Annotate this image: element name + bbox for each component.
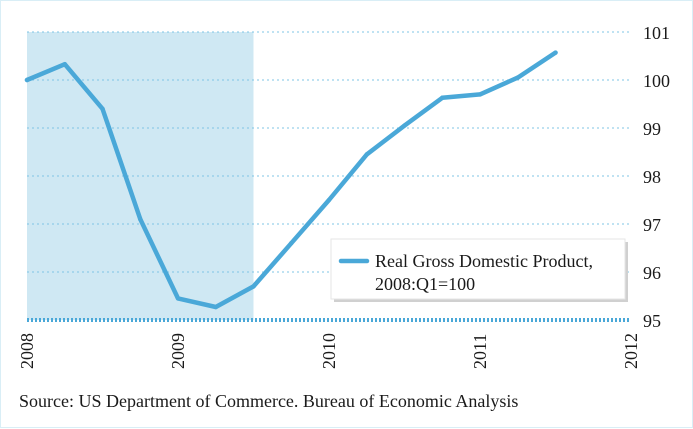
data-point: [62, 61, 67, 67]
y-tick-label-101: 101: [643, 23, 670, 43]
y-tick-label-96: 96: [643, 263, 661, 283]
y-tick-label-95: 95: [643, 311, 661, 331]
data-point: [364, 152, 369, 157]
recession-shading: [27, 32, 254, 320]
x-tick-label-2012: 2012: [621, 333, 641, 369]
data-point: [326, 197, 332, 203]
x-tick-label-2009: 2009: [168, 333, 188, 369]
x-tick-label-2011: 2011: [470, 334, 490, 369]
data-point: [213, 304, 218, 310]
data-point: [289, 241, 294, 246]
data-point: [24, 77, 30, 83]
data-point: [402, 123, 407, 128]
data-point: [515, 75, 520, 80]
y-tick-label-100: 100: [643, 71, 670, 91]
data-point: [477, 92, 483, 97]
data-point: [100, 106, 105, 112]
data-point: [138, 217, 143, 222]
data-point: [175, 296, 181, 301]
x-tick-label-2008: 2008: [17, 333, 37, 369]
source-note: Source: US Department of Commerce. Burea…: [19, 391, 519, 411]
y-tick-label-98: 98: [643, 167, 661, 187]
legend-label-line1: Real Gross Domestic Product,: [375, 251, 593, 271]
y-tick-label-99: 99: [643, 119, 661, 139]
legend-label-line2: 2008:Q1=100: [375, 274, 475, 294]
data-point: [440, 95, 445, 100]
y-tick-label-97: 97: [643, 215, 661, 235]
x-tick-label-2010: 2010: [319, 333, 339, 369]
data-point: [251, 284, 256, 289]
data-point: [553, 50, 558, 55]
legend-box: [330, 238, 626, 300]
